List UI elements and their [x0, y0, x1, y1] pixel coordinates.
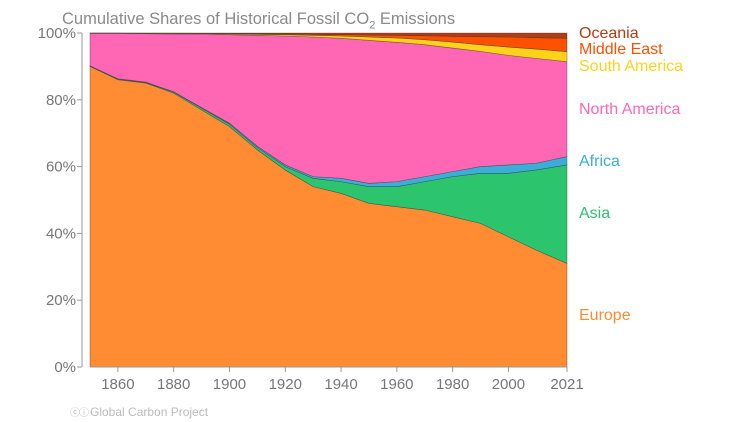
y-tick-label: 80%	[46, 92, 76, 109]
y-tick-label: 0%	[54, 359, 76, 376]
label-africa: Africa	[579, 153, 620, 170]
x-tick-label: 2021	[550, 376, 583, 393]
label-asia: Asia	[579, 205, 610, 222]
credit: ⓒⓘ Global Carbon Project	[70, 405, 209, 419]
x-tick-label: 1940	[324, 376, 357, 393]
y-tick-label: 20%	[46, 292, 76, 309]
chart-title: Cumulative Shares of Historical Fossil C…	[62, 10, 456, 32]
y-tick-label: 40%	[46, 225, 76, 242]
label-north-america: North America	[579, 101, 680, 118]
area-oceania	[89, 32, 568, 39]
x-tick-label: 1960	[380, 376, 413, 393]
label-oceania: Oceania	[579, 25, 639, 42]
label-europe: Europe	[579, 307, 631, 324]
label-south-america: South America	[579, 58, 683, 75]
x-tick-label: 1900	[213, 376, 246, 393]
x-tick-label: 1920	[269, 376, 302, 393]
x-tick-label: 2000	[492, 376, 525, 393]
cc-by-icon: ⓒⓘ	[70, 408, 89, 419]
x-tick-label: 1860	[101, 376, 134, 393]
y-tick-label: 60%	[46, 159, 76, 176]
x-tick-label: 1980	[436, 376, 469, 393]
x-tick-label: 1880	[157, 376, 190, 393]
y-tick-label: 100%	[38, 25, 76, 42]
label-middle-east: Middle East	[579, 41, 663, 58]
